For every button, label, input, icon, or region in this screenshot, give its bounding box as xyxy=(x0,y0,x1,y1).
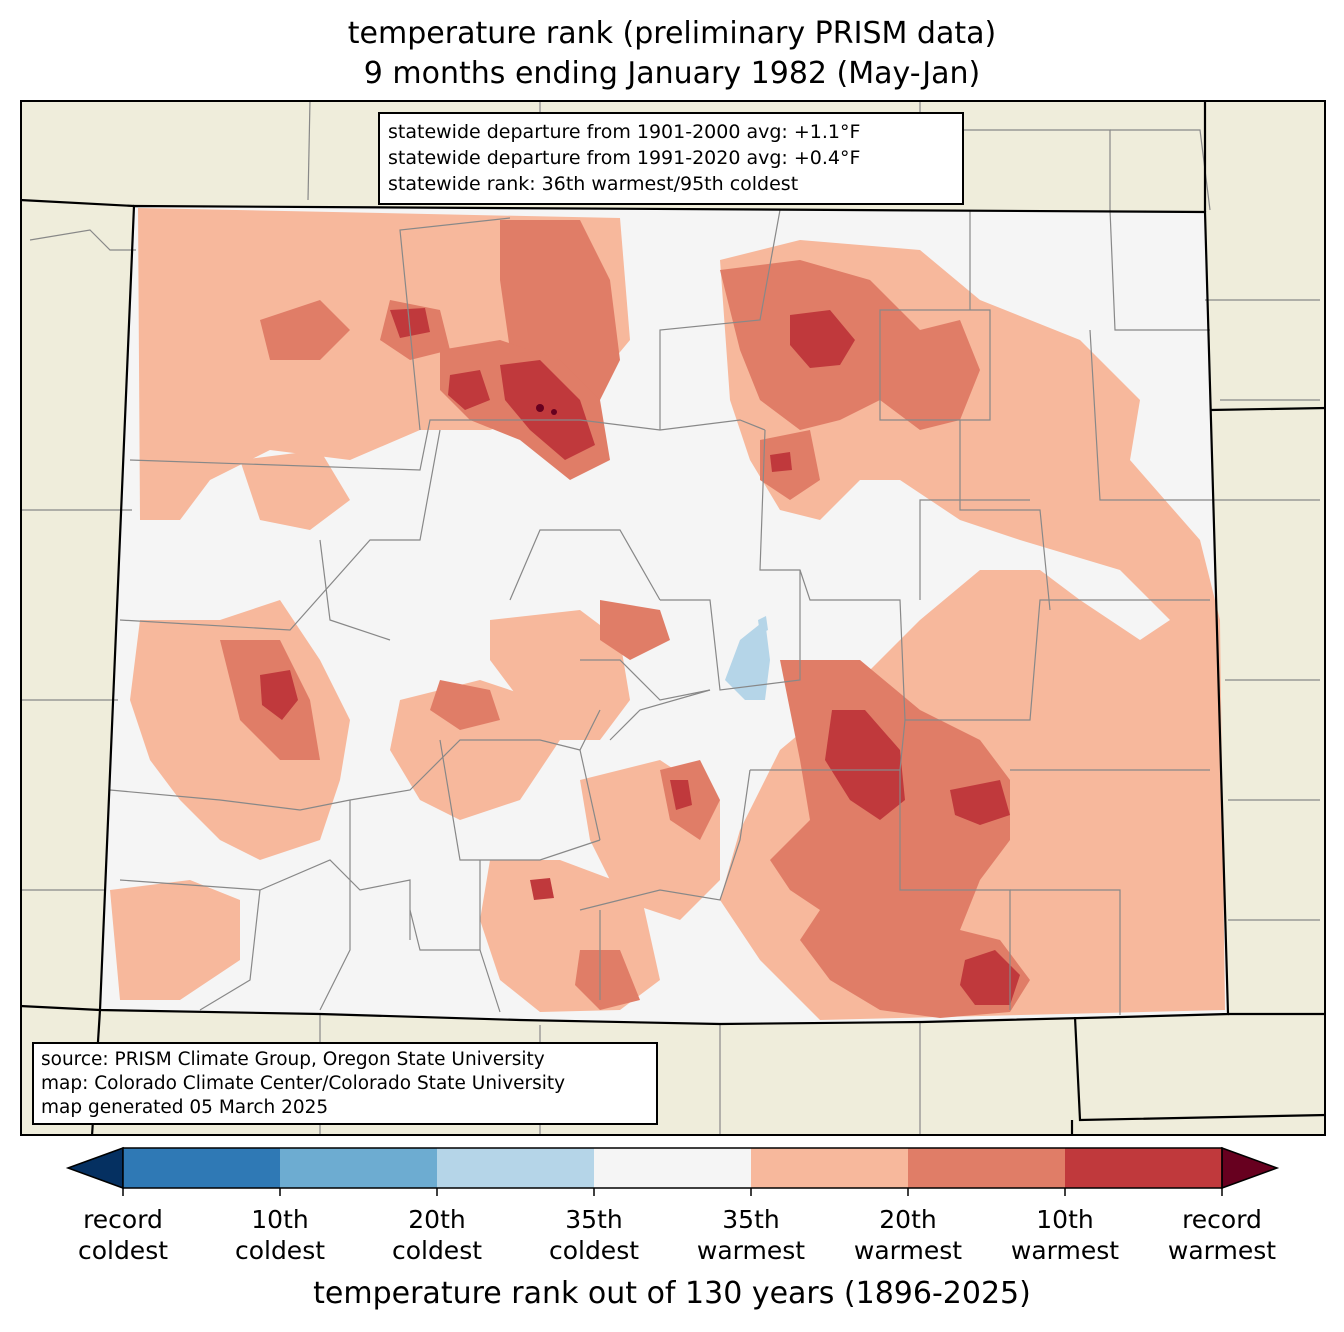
rank-35-20-coldest-spot xyxy=(758,616,768,634)
colorbar-band-20-10-warmest xyxy=(908,1148,1065,1188)
generated-date: map generated 05 March 2025 xyxy=(41,1097,329,1118)
tick-label-20th-warmest: 20th warmest xyxy=(853,1205,963,1265)
colorbar-band-record-10-coldest xyxy=(123,1148,280,1188)
tick-label-10th-warmest: 10th warmest xyxy=(1010,1205,1120,1265)
rank-35-20-coldest-area xyxy=(725,620,770,700)
source-credit: source: PRISM Climate Group, Oregon Stat… xyxy=(41,1049,545,1070)
tick-label-record-coldest: record coldest xyxy=(77,1205,169,1265)
map-credit: map: Colorado Climate Center/Colorado St… xyxy=(41,1073,566,1094)
colorbar-extend-cold xyxy=(65,1146,124,1190)
colorbar-band-20-35-coldest xyxy=(437,1148,594,1188)
tick-label-35th-warmest: 35th warmest xyxy=(696,1205,806,1265)
statewide-stats-box: statewide departure from 1901-2000 avg: … xyxy=(378,112,964,205)
colorbar-band-near-normal xyxy=(594,1148,751,1188)
departure-1901-2000: statewide departure from 1901-2000 avg: … xyxy=(388,121,861,143)
map-title-line-1: temperature rank (preliminary PRISM data… xyxy=(347,16,997,51)
map-panel xyxy=(20,100,1326,1136)
colorbar-ticks xyxy=(122,1188,1223,1196)
tick-label-10th-coldest: 10th coldest xyxy=(234,1205,326,1265)
above-record-warmest-spots xyxy=(536,404,557,415)
colorbar-band-10-20-coldest xyxy=(280,1148,437,1188)
colorbar-band-35-20-warmest xyxy=(751,1148,908,1188)
county-boundaries xyxy=(109,209,1220,1015)
map-title-line-2: 9 months ending January 1982 (May-Jan) xyxy=(363,56,981,91)
source-box: source: PRISM Climate Group, Oregon Stat… xyxy=(32,1042,658,1125)
departure-1991-2020: statewide departure from 1991-2020 avg: … xyxy=(388,147,861,169)
colorbar xyxy=(60,1140,1290,1210)
tick-label-20th-coldest: 20th coldest xyxy=(391,1205,483,1265)
rank-10-record-warmest-areas xyxy=(260,308,1020,1005)
statewide-rank: statewide rank: 36th warmest/95th coldes… xyxy=(388,173,799,195)
tick-label-35th-coldest: 35th coldest xyxy=(548,1205,640,1265)
colorbar-band-10-record-warmest xyxy=(1065,1148,1222,1188)
colorbar-label: temperature rank out of 130 years (1896-… xyxy=(313,1276,1031,1311)
colorado-rank-map xyxy=(20,100,1326,1136)
map-frame xyxy=(20,100,1326,1136)
tick-label-record-warmest: record warmest xyxy=(1167,1205,1277,1265)
colorbar-svg xyxy=(65,1146,1280,1196)
colorbar-outline xyxy=(122,1147,1223,1189)
colorbar-extend-warm xyxy=(1221,1146,1280,1190)
